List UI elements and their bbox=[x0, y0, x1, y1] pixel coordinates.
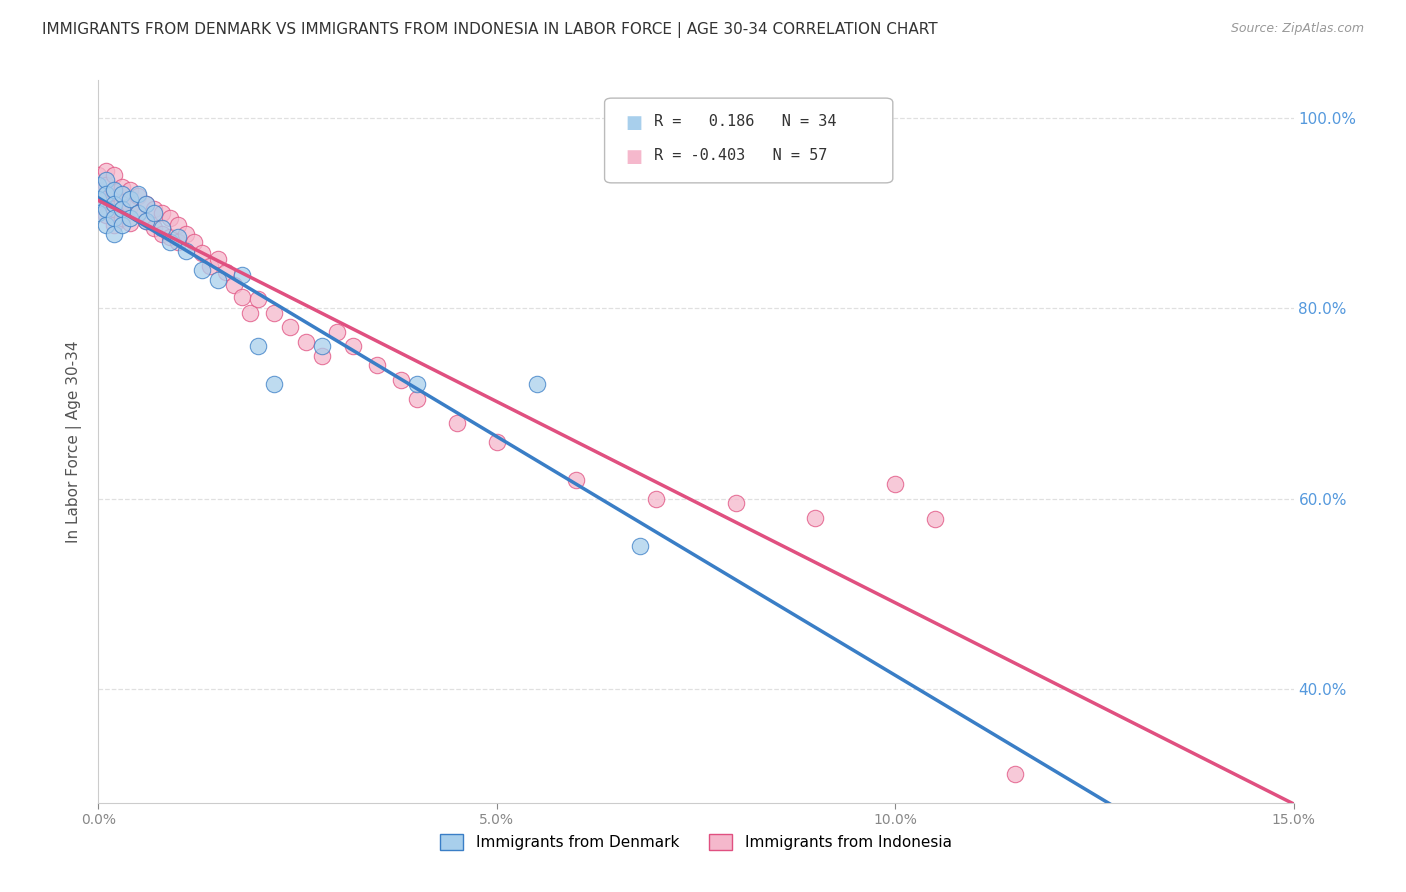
Text: Source: ZipAtlas.com: Source: ZipAtlas.com bbox=[1230, 22, 1364, 36]
Point bbox=[215, 265, 238, 279]
Point bbox=[311, 339, 333, 353]
Point bbox=[96, 187, 118, 202]
Point bbox=[135, 197, 157, 211]
Point bbox=[278, 320, 301, 334]
Point bbox=[96, 208, 118, 222]
Point bbox=[263, 377, 285, 392]
Point bbox=[103, 218, 125, 232]
Point bbox=[87, 192, 110, 206]
Legend: Immigrants from Denmark, Immigrants from Indonesia: Immigrants from Denmark, Immigrants from… bbox=[434, 829, 957, 856]
Point bbox=[1004, 767, 1026, 781]
Point bbox=[485, 434, 508, 449]
Point bbox=[526, 377, 548, 392]
Y-axis label: In Labor Force | Age 30-34: In Labor Force | Age 30-34 bbox=[66, 340, 83, 543]
Point bbox=[111, 187, 134, 202]
Point bbox=[96, 163, 118, 178]
Point bbox=[645, 491, 668, 506]
Text: ■: ■ bbox=[626, 148, 643, 166]
Point bbox=[120, 199, 142, 213]
Point bbox=[103, 211, 125, 226]
Point bbox=[231, 290, 253, 304]
Point bbox=[311, 349, 333, 363]
Point bbox=[87, 183, 110, 197]
Point bbox=[174, 227, 197, 242]
Point bbox=[231, 268, 253, 282]
Text: R = -0.403   N = 57: R = -0.403 N = 57 bbox=[654, 148, 827, 163]
Point bbox=[87, 178, 110, 192]
Point bbox=[924, 512, 946, 526]
Point bbox=[246, 292, 269, 306]
Point bbox=[565, 473, 588, 487]
Point bbox=[103, 197, 125, 211]
Point bbox=[167, 218, 190, 232]
Point bbox=[406, 392, 429, 406]
Point bbox=[135, 214, 157, 228]
Point bbox=[103, 227, 125, 242]
Point bbox=[884, 477, 907, 491]
Text: R =   0.186   N = 34: R = 0.186 N = 34 bbox=[654, 114, 837, 129]
Point bbox=[406, 377, 429, 392]
Text: IMMIGRANTS FROM DENMARK VS IMMIGRANTS FROM INDONESIA IN LABOR FORCE | AGE 30-34 : IMMIGRANTS FROM DENMARK VS IMMIGRANTS FR… bbox=[42, 22, 938, 38]
Point bbox=[111, 211, 134, 226]
Point bbox=[127, 189, 149, 203]
Point bbox=[366, 359, 388, 373]
Point bbox=[246, 339, 269, 353]
Point bbox=[174, 244, 197, 259]
Point bbox=[628, 539, 651, 553]
Point bbox=[159, 230, 181, 244]
Point bbox=[342, 339, 364, 353]
Point bbox=[103, 183, 125, 197]
Point bbox=[111, 202, 134, 216]
Point bbox=[191, 263, 214, 277]
Point bbox=[389, 373, 412, 387]
Point bbox=[103, 169, 125, 183]
Point bbox=[103, 202, 125, 216]
Point bbox=[167, 235, 190, 249]
Point bbox=[120, 192, 142, 206]
Point bbox=[150, 206, 173, 220]
Point bbox=[724, 496, 747, 510]
Point bbox=[111, 179, 134, 194]
Point bbox=[127, 206, 149, 220]
Point bbox=[207, 252, 229, 266]
Point bbox=[446, 416, 468, 430]
Point bbox=[111, 218, 134, 232]
Point bbox=[222, 277, 245, 292]
Point bbox=[135, 214, 157, 228]
Point bbox=[87, 169, 110, 183]
Point bbox=[96, 173, 118, 187]
Point bbox=[198, 259, 221, 273]
Point bbox=[167, 230, 190, 244]
Point bbox=[120, 216, 142, 230]
Point bbox=[326, 325, 349, 339]
Point bbox=[120, 211, 142, 226]
Point bbox=[183, 235, 205, 249]
Point bbox=[127, 206, 149, 220]
Point bbox=[135, 197, 157, 211]
Text: ■: ■ bbox=[626, 114, 643, 132]
Point bbox=[111, 194, 134, 209]
Point bbox=[120, 183, 142, 197]
Point bbox=[96, 178, 118, 192]
Point bbox=[159, 211, 181, 226]
Point bbox=[96, 218, 118, 232]
Point bbox=[143, 206, 166, 220]
Point bbox=[150, 220, 173, 235]
Point bbox=[239, 306, 262, 320]
Point bbox=[143, 202, 166, 216]
Point bbox=[159, 235, 181, 249]
Point bbox=[103, 186, 125, 200]
Point bbox=[127, 187, 149, 202]
Point bbox=[87, 206, 110, 220]
Point bbox=[191, 246, 214, 260]
Point bbox=[294, 334, 316, 349]
Point bbox=[263, 306, 285, 320]
Point bbox=[804, 510, 827, 524]
Point bbox=[96, 202, 118, 216]
Point bbox=[143, 220, 166, 235]
Point bbox=[87, 197, 110, 211]
Point bbox=[150, 227, 173, 242]
Point bbox=[207, 273, 229, 287]
Point bbox=[96, 192, 118, 206]
